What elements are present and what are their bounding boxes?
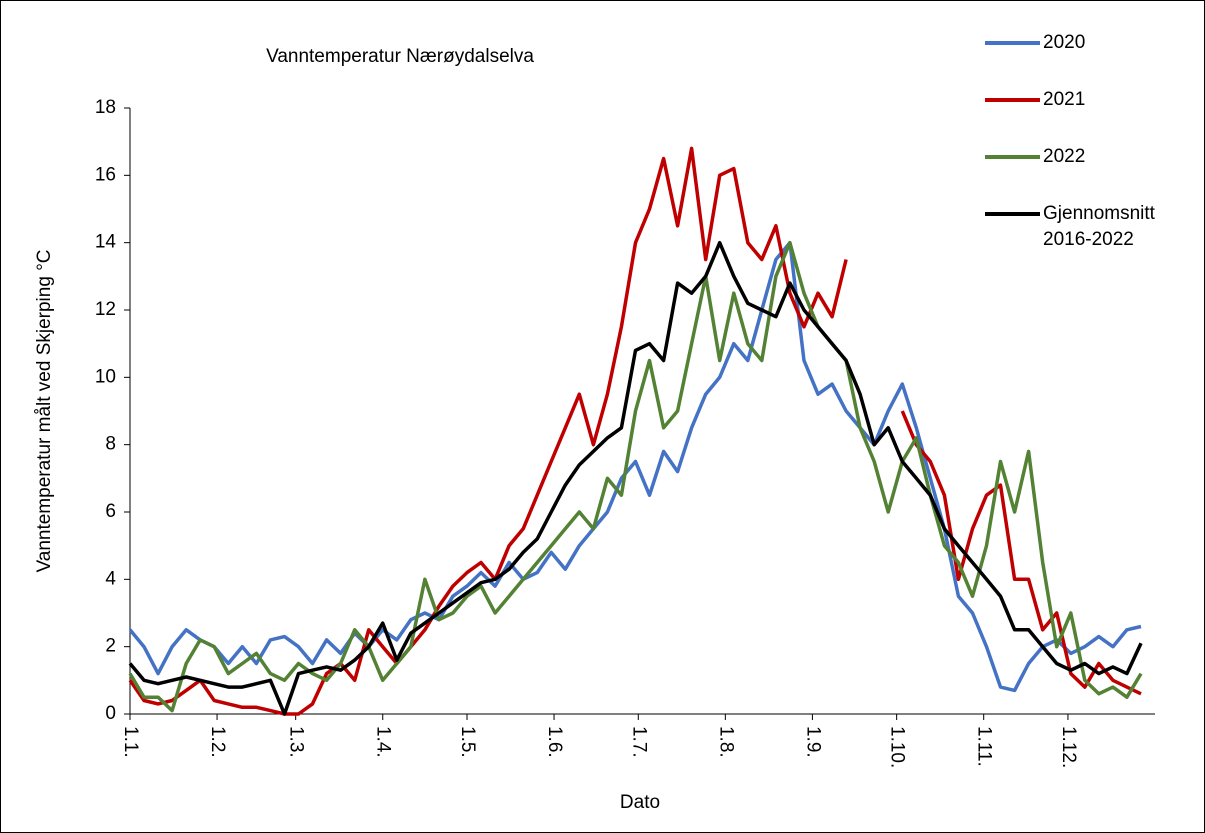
x-tick-label: 1.2. [207,726,228,758]
y-tick-label: 6 [105,501,116,522]
series-line [128,240,1143,716]
x-tick-label: 1.8. [715,726,736,758]
legend-swatch [985,155,1040,159]
legend-label: Gjennomsnitt 2016-2022 [1043,203,1155,250]
y-tick-label: 16 [95,164,116,185]
x-tick-label: 1.9. [802,726,823,758]
chart-title: Vanntemperatur Nærøydalselva [266,46,534,67]
legend-item: 2020 [985,30,1163,56]
x-tick-label: 1.5. [457,726,478,758]
x-tick-label: 1.6. [544,726,565,758]
y-tick-label: 0 [105,703,116,724]
x-tick-label: 1.1. [120,726,141,758]
x-tick-label: 1.12. [1058,726,1079,768]
x-tick-label: 1.10. [887,726,908,768]
y-tick-label: 8 [105,434,116,455]
y-axis-title: Vanntemperatur målt ved Skjerping °C [34,249,55,572]
legend-label: 2020 [1043,32,1086,53]
x-tick-label: 1.3. [286,726,307,758]
y-tick-label: 12 [95,299,116,320]
x-axis-title: Dato [620,792,660,813]
x-tick-label: 1.7. [628,726,649,758]
x-tick-label: 1.11. [974,726,995,767]
series-line [128,240,1143,713]
series-line [128,146,1142,716]
legend-item: 2022 [985,144,1163,170]
y-tick-label: 10 [95,366,116,387]
legend-item: 2021 [985,87,1163,113]
y-tick-label: 4 [105,568,116,589]
legend-swatch [985,212,1040,216]
y-tick-label: 2 [105,636,116,657]
legend-item: Gjennomsnitt 2016-2022 [985,201,1163,253]
legend-swatch [985,41,1040,45]
legend-swatch [985,98,1040,102]
legend-label: 2022 [1043,146,1086,167]
legend-label: 2021 [1043,89,1086,110]
series-line [128,240,1142,693]
y-tick-label: 18 [95,97,116,118]
y-tick-label: 14 [95,232,117,253]
x-tick-label: 1.4. [373,726,394,758]
